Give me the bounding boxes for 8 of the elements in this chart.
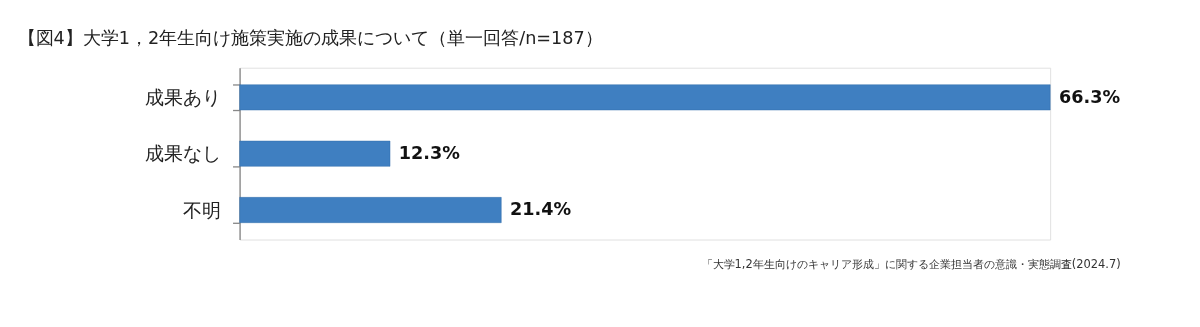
data-label: 66.3% [1059, 86, 1121, 107]
y-tick-label: 成果あり [144, 85, 221, 109]
text: 「大学1,2年生向けのキャリア形成」に関する企業担当者の意識・実態調査(2024.7) [701, 256, 1121, 271]
chart-title: 【図4】大学1，2年生向け施策実施の成果について（単一回答/n=187） [17, 28, 603, 48]
data-label: 12.3% [398, 142, 461, 163]
data-label: 21.4% [510, 199, 572, 220]
y-tick-label: 不明 [182, 198, 221, 222]
y-tick-label: 成果なし [144, 142, 221, 166]
